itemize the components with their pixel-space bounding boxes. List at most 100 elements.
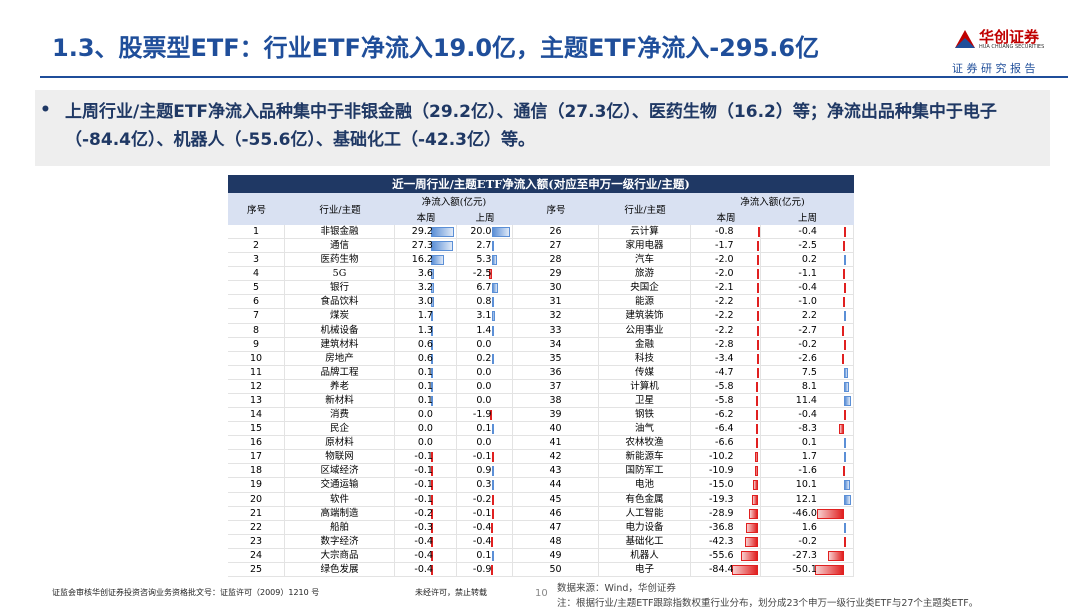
- value-text: 0.0: [476, 366, 492, 378]
- value-text: 0.2: [801, 254, 817, 266]
- value-text: -0.4: [414, 563, 433, 575]
- data-bar: [843, 297, 846, 308]
- row-name: 油气: [599, 422, 691, 437]
- value-text: 0.1: [476, 423, 492, 435]
- value-text: 3.6: [417, 268, 433, 280]
- row-name: 非银金融: [285, 225, 395, 240]
- data-bar: [754, 466, 758, 477]
- page-number: 10: [535, 588, 548, 599]
- row-index: 20: [228, 492, 285, 507]
- value-text: 0.0: [417, 437, 433, 449]
- row-index: 17: [228, 450, 285, 465]
- row-index: 3: [228, 253, 285, 268]
- value-text: 0.8: [476, 296, 492, 308]
- header-cell: 上周: [457, 209, 514, 226]
- row-index: 33: [513, 323, 599, 338]
- data-bar: [431, 381, 434, 392]
- data-bar: [756, 410, 759, 421]
- value-cell: -0.4: [761, 281, 854, 296]
- value-cell: -2.8: [691, 337, 761, 352]
- value-text: 20.0: [470, 226, 492, 237]
- data-bar: [843, 522, 846, 533]
- row-name: 机械设备: [285, 323, 395, 338]
- value-cell: -1.9: [457, 408, 513, 423]
- header-cell: 上周: [761, 209, 855, 226]
- row-name: 数字经济: [285, 534, 395, 549]
- value-text: 2.7: [476, 240, 492, 252]
- value-text: 0.0: [417, 423, 433, 435]
- data-bar: [757, 227, 760, 237]
- row-index: 40: [513, 422, 599, 437]
- value-text: 1.7: [801, 451, 817, 463]
- row-name: 建筑装饰: [599, 309, 691, 324]
- value-text: 0.0: [476, 437, 492, 449]
- row-name: 房地产: [285, 351, 395, 366]
- row-index: 36: [513, 365, 599, 380]
- value-cell: 0.1: [395, 379, 457, 394]
- value-text: -10.2: [709, 451, 734, 463]
- data-bar: [491, 325, 494, 336]
- value-cell: 0.6: [395, 351, 457, 366]
- data-bar: [757, 325, 760, 336]
- row-name: 电力设备: [599, 520, 691, 535]
- value-cell: -0.4: [395, 534, 457, 549]
- header-cell: 行业/主题: [599, 193, 692, 226]
- value-cell: 3.2: [395, 281, 457, 296]
- value-text: -0.4: [472, 521, 492, 533]
- value-cell: -15.0: [691, 478, 761, 493]
- value-cell: -0.4: [457, 534, 513, 549]
- row-index: 47: [513, 520, 599, 535]
- value-text: 0.1: [476, 549, 492, 561]
- data-bar: [757, 339, 760, 350]
- row-name: 养老: [285, 379, 395, 394]
- value-text: 0.6: [417, 352, 433, 364]
- row-index: 25: [228, 562, 285, 577]
- data-bar: [491, 550, 494, 561]
- value-cell: 27.3: [395, 239, 457, 254]
- data-bar: [491, 452, 494, 463]
- data-bar: [431, 297, 434, 308]
- value-cell: -0.2: [761, 534, 854, 549]
- row-name: 旅游: [599, 267, 691, 282]
- row-name: 新能源车: [599, 450, 691, 465]
- value-text: 3.2: [417, 282, 433, 294]
- data-bar: [491, 424, 494, 435]
- data-bar: [817, 508, 844, 519]
- value-cell: 1.6: [761, 520, 854, 535]
- value-text: 2.2: [801, 310, 817, 322]
- data-bar: [756, 395, 759, 406]
- value-text: 0.3: [476, 479, 492, 491]
- header-cell: 序号: [228, 193, 286, 226]
- value-cell: -2.7: [761, 323, 854, 338]
- value-text: -1.7: [715, 240, 734, 252]
- value-cell: 6.7: [457, 281, 513, 296]
- data-bar: [843, 311, 846, 322]
- value-cell: 1.7: [395, 309, 457, 324]
- value-cell: -50.1: [761, 562, 854, 577]
- row-name: 煤炭: [285, 309, 395, 324]
- data-bar: [757, 297, 760, 308]
- data-bar: [757, 255, 760, 266]
- value-text: 0.6: [417, 338, 433, 350]
- value-cell: -6.4: [691, 422, 761, 437]
- data-bar: [491, 283, 498, 294]
- row-name: 品牌工程: [285, 365, 395, 380]
- data-bar: [756, 353, 759, 364]
- row-name: 新材料: [285, 393, 395, 409]
- data-bar: [491, 466, 494, 477]
- header-cell: 本周: [691, 209, 762, 226]
- data-bar: [843, 410, 846, 421]
- data-bar: [755, 424, 758, 435]
- value-cell: -0.1: [395, 450, 457, 465]
- value-text: 0.1: [417, 380, 433, 392]
- value-text: -0.1: [472, 507, 492, 519]
- bullet-box: [35, 90, 1050, 166]
- value-cell: -6.6: [691, 436, 761, 451]
- value-cell: 3.1: [457, 309, 513, 324]
- data-bar: [757, 311, 760, 322]
- value-cell: 0.0: [395, 422, 457, 437]
- value-cell: -2.0: [691, 253, 761, 268]
- value-cell: -0.3: [395, 520, 457, 535]
- row-name: 软件: [285, 492, 395, 507]
- row-name: 民企: [285, 422, 395, 437]
